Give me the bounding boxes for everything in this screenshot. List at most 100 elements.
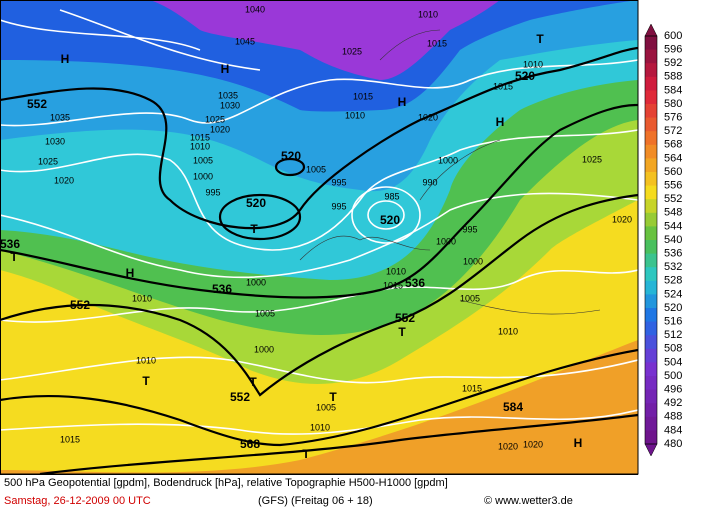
footer-model: (GFS) (Freitag 06 + 18) [258, 495, 373, 507]
colorbar-label: 532 [664, 261, 682, 273]
colorbar-cell [645, 104, 657, 119]
map-symbol: T [250, 222, 258, 236]
colorbar-cell [645, 348, 657, 363]
map-symbol: 552 [230, 390, 250, 404]
colorbar-cell [645, 362, 657, 377]
colorbar-cell [645, 267, 657, 282]
colorbar-cell [645, 294, 657, 309]
colorbar-cell [645, 212, 657, 227]
isobar [0, 59, 638, 127]
colorbar-label: 592 [664, 57, 682, 69]
map-symbol: H [221, 62, 230, 76]
map-symbol: H [496, 115, 505, 129]
map-symbol: 520 [380, 213, 400, 227]
colorbar-cell [645, 185, 657, 200]
height-contour [0, 193, 638, 397]
colorbar-label: 556 [664, 180, 682, 192]
pressure-label: 1010 [310, 422, 330, 432]
pressure-label: 1000 [254, 344, 274, 354]
map-symbol: T [329, 390, 337, 404]
pressure-label: 995 [205, 187, 220, 197]
map-symbol: H [574, 436, 583, 450]
pressure-label: 1025 [205, 114, 225, 124]
map-symbol: 552 [70, 298, 90, 312]
isobar [351, 186, 421, 244]
colorbar-label: 540 [664, 234, 682, 246]
pressure-label: 1015 [383, 280, 403, 290]
colorbar-cell [645, 199, 657, 214]
colorbar-cell [645, 240, 657, 255]
colorbar-label: 504 [664, 356, 682, 368]
map-symbol: H [126, 266, 135, 280]
colorbar-label: 480 [664, 438, 682, 450]
pressure-label: 1015 [190, 132, 210, 142]
colorbar-arrow-top [644, 23, 658, 37]
footer-source: © www.wetter3.de [484, 495, 573, 507]
colorbar-label: 568 [664, 139, 682, 151]
height-contour [0, 348, 638, 447]
pressure-label: 1015 [353, 91, 373, 101]
map-symbol: 536 [0, 237, 20, 251]
pressure-label: 1020 [54, 175, 74, 185]
colorbar-label: 560 [664, 166, 682, 178]
colorbar-label: 520 [664, 302, 682, 314]
colorbar-label: 516 [664, 316, 682, 328]
colorbar-label: 512 [664, 329, 682, 341]
colorbar-cell [645, 403, 657, 418]
map-symbol: 568 [240, 437, 260, 451]
colorbar-label: 488 [664, 411, 682, 423]
colorbar-cell [645, 416, 657, 431]
colorbar-label: 500 [664, 370, 682, 382]
map-symbol: 520 [515, 69, 535, 83]
colorbar-label: 596 [664, 44, 682, 56]
coastline [299, 29, 601, 315]
pressure-label: 1015 [60, 434, 80, 444]
pressure-label: 1010 [345, 110, 365, 120]
pressure-label: 1025 [582, 154, 602, 164]
pressure-label: 1010 [523, 59, 543, 69]
map-symbol: 536 [212, 282, 232, 296]
pressure-label: 1020 [498, 441, 518, 451]
footer-description: 500 hPa Geopotential [gpdm], Bodendruck … [4, 477, 448, 489]
pressure-label: 995 [331, 177, 346, 187]
pressure-label: 985 [384, 191, 399, 201]
colorbar-cell [645, 430, 657, 445]
colorbar-label: 544 [664, 220, 682, 232]
height-contour [0, 103, 638, 299]
colorbar-label: 588 [664, 71, 682, 83]
pressure-label: 1020 [210, 124, 230, 134]
pressure-label: 1000 [436, 236, 456, 246]
pressure-label: 1045 [235, 36, 255, 46]
pressure-label: 1040 [245, 4, 265, 14]
pressure-label: 1005 [316, 402, 336, 412]
colorbar-cell [645, 158, 657, 173]
colorbar-label: 524 [664, 288, 682, 300]
colorbar-label: 528 [664, 275, 682, 287]
colorbar-label: 552 [664, 193, 682, 205]
colorbar-cell [645, 63, 657, 78]
pressure-label: 1035 [50, 112, 70, 122]
pressure-label: 1000 [246, 277, 266, 287]
colorbar-cell [645, 90, 657, 105]
map-symbol: T [249, 375, 257, 389]
pressure-label: 1030 [220, 100, 240, 110]
pressure-label: 1035 [218, 90, 238, 100]
pressure-label: 1030 [45, 136, 65, 146]
colorbar-cell [645, 36, 657, 51]
map-symbol: 520 [246, 196, 266, 210]
colorbar-label: 600 [664, 30, 682, 42]
pressure-label: 1015 [427, 38, 447, 48]
colorbar-label: 580 [664, 98, 682, 110]
map-symbol: T [536, 32, 544, 46]
pressure-label: 1000 [438, 155, 458, 165]
map-symbol: 584 [503, 400, 523, 414]
colorbar-cell [645, 172, 657, 187]
map-symbol: T [142, 374, 150, 388]
colorbar-cell [645, 226, 657, 241]
colorbar-cell [645, 76, 657, 91]
